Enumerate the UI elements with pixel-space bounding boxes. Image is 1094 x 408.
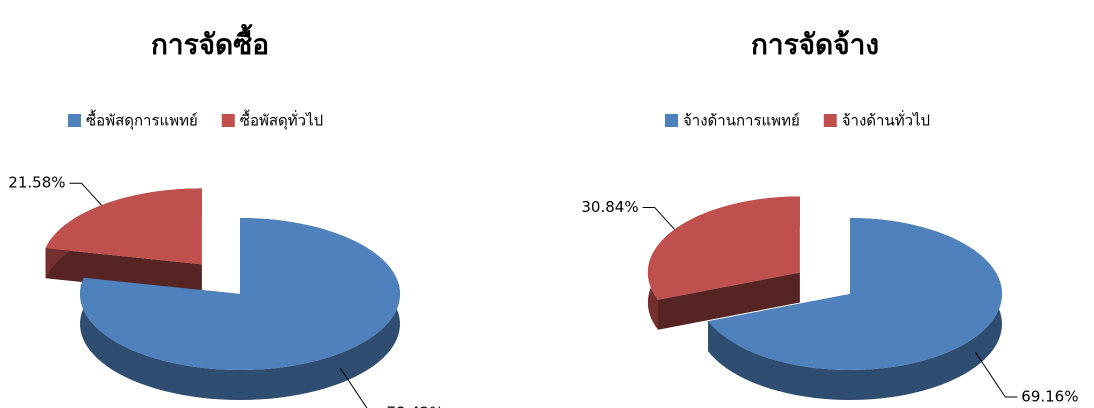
pie-slice	[647, 196, 800, 300]
pie-slice	[45, 188, 202, 265]
data-label: 78.42%	[386, 404, 443, 408]
data-label: 30.84%	[581, 198, 638, 216]
data-label: 21.58%	[8, 174, 65, 192]
legend-swatch	[665, 114, 678, 127]
chart-title: การจัดซื้อ	[151, 23, 269, 61]
legend-label: จ้างด้านทั่วไป	[842, 110, 930, 130]
pie-wall	[45, 248, 202, 295]
legend-swatch	[221, 114, 235, 127]
leader-line	[974, 351, 1018, 398]
pie-slice	[708, 218, 1002, 370]
leader-line	[642, 206, 675, 230]
legend-label: ซื้อพัสดุการแพทย์	[86, 110, 198, 131]
leader-line	[69, 182, 102, 206]
legend-label: จ้างด้านการแพทย์	[683, 112, 800, 130]
legend-swatch	[823, 114, 837, 127]
legend-swatch	[68, 114, 81, 127]
pie-slice	[80, 218, 400, 370]
legend-label: ซื้อพัสดุทั่วไป	[240, 110, 323, 131]
pie-wall	[658, 272, 800, 330]
chart-title: การจัดจ้าง	[751, 28, 879, 61]
data-label: 69.16%	[1021, 388, 1078, 406]
leader-line	[339, 367, 368, 408]
